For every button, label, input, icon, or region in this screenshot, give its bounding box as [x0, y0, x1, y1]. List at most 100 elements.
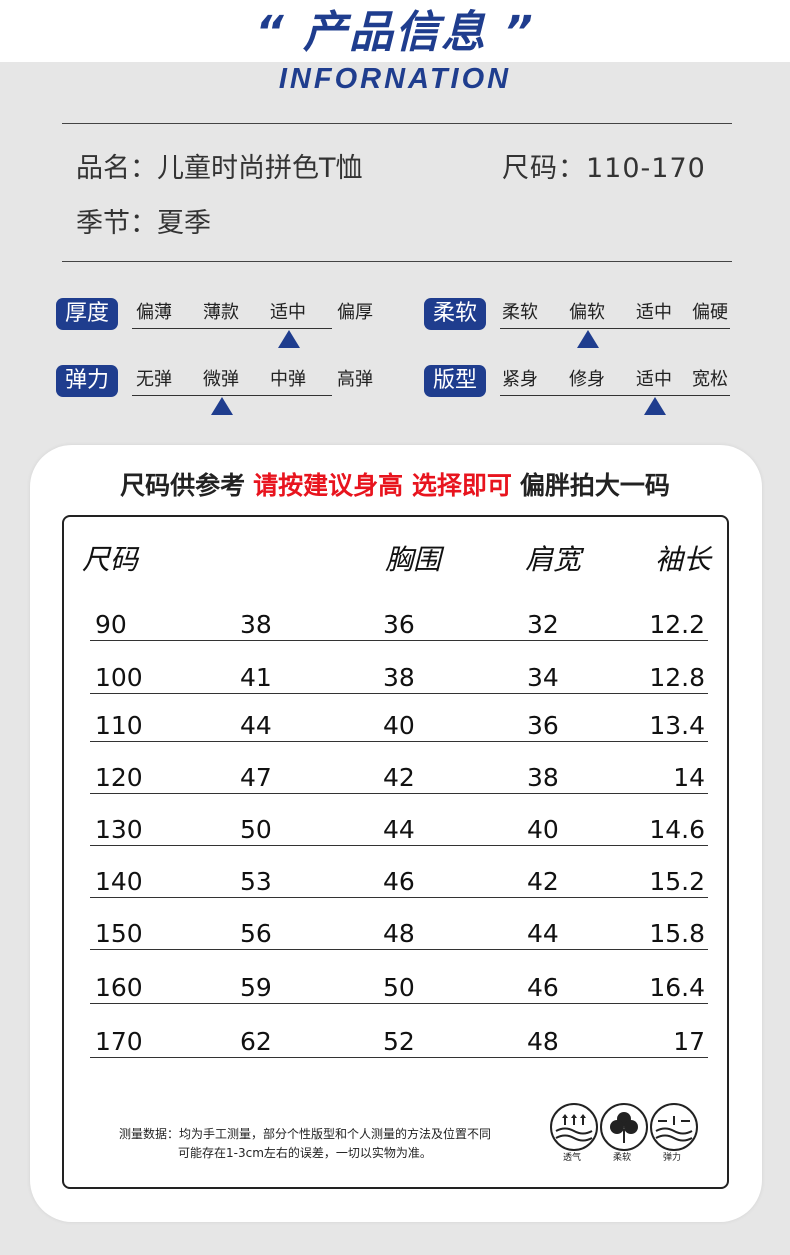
- table-cell: 17: [673, 1027, 705, 1056]
- footnote-line1: 测量数据：均为手工测量，部分个性版型和个人测量的方法及位置不同: [118, 1127, 491, 1141]
- table-cell: 62: [240, 1027, 272, 1056]
- table-cell: 50: [383, 973, 415, 1002]
- attribute-label: 柔软: [424, 298, 486, 330]
- attribute-option: 适中: [636, 369, 672, 390]
- attribute-label: 版型: [424, 365, 486, 397]
- table-cell: 14.6: [649, 815, 705, 844]
- attribute-scale: [132, 328, 332, 329]
- table-cell: 15.8: [649, 919, 705, 948]
- table-cell: 42: [383, 763, 415, 792]
- table-cell: 16.4: [649, 973, 705, 1002]
- attribute-option: 无弹: [136, 369, 172, 390]
- size-table: [62, 515, 729, 1189]
- table-cell: 34: [527, 663, 559, 692]
- table-cell: 130: [95, 815, 143, 844]
- attribute-option: 偏薄: [136, 302, 172, 323]
- table-cell: 110: [95, 711, 143, 740]
- attribute-scale: [132, 395, 332, 396]
- size-notice: 尺码供参考 请按建议身高 选择即可 偏胖拍大一码: [0, 470, 790, 502]
- attribute-scale: [500, 395, 730, 396]
- table-cell: 47: [240, 763, 272, 792]
- selected-marker-icon: [211, 397, 233, 415]
- footnote-line2: 可能存在1-3cm左右的误差，一切以实物为准。: [178, 1146, 432, 1160]
- header-shoulder: 肩宽: [525, 543, 582, 576]
- table-row: 90 38 36 32 12.2: [90, 610, 708, 641]
- table-cell: 38: [527, 763, 559, 792]
- attribute-option: 偏硬: [692, 302, 728, 323]
- page-subtitle: INFORNATION: [278, 63, 512, 95]
- attribute-option: 中弹: [270, 369, 306, 390]
- table-cell: 90: [95, 610, 127, 639]
- header-sleeve: 袖长: [655, 543, 712, 576]
- feature-label: 弹力: [662, 1153, 681, 1163]
- attribute-option: 适中: [270, 302, 306, 323]
- table-cell: 36: [527, 711, 559, 740]
- size-chart-card: [30, 445, 762, 1222]
- table-cell: 48: [383, 919, 415, 948]
- table-row: 170 62 52 48 17: [90, 1027, 708, 1058]
- selected-marker-icon: [577, 330, 599, 348]
- attribute-scale: [500, 328, 730, 329]
- attribute-option: 柔软: [502, 302, 538, 323]
- product-name: 品名：儿童时尚拼色T恤: [76, 153, 363, 184]
- table-cell: 12.8: [649, 663, 705, 692]
- table-cell: 42: [527, 867, 559, 896]
- breathable-icon: [550, 1103, 598, 1151]
- selected-marker-icon: [278, 330, 300, 348]
- page-title: “ 产品信息 ”: [255, 7, 535, 58]
- attribute-3: 版型 紧身 修身 适中 宽松: [424, 365, 744, 415]
- table-cell: 59: [240, 973, 272, 1002]
- table-cell: 36: [383, 610, 415, 639]
- attribute-1: 柔软 柔软 偏软 适中 偏硬: [424, 298, 744, 348]
- table-cell: 44: [383, 815, 415, 844]
- table-cell: 14: [673, 763, 705, 792]
- table-cell: 150: [95, 919, 143, 948]
- selected-marker-icon: [644, 397, 666, 415]
- attribute-option: 适中: [636, 302, 672, 323]
- attribute-option: 微弹: [203, 369, 239, 390]
- attribute-0: 厚度 偏薄 薄款 适中 偏厚: [56, 298, 376, 348]
- notice-right: 偏胖拍大一码: [519, 471, 670, 500]
- attribute-option: 薄款: [203, 302, 239, 323]
- elastic-icon: [650, 1103, 698, 1151]
- header-size: 尺码: [82, 543, 139, 576]
- table-cell: 140: [95, 867, 143, 896]
- table-cell: 48: [527, 1027, 559, 1056]
- product-season: 季节：夏季: [76, 208, 211, 239]
- product-size: 尺码：110-170: [502, 153, 706, 184]
- table-row: 100 41 38 34 12.8: [90, 663, 708, 694]
- attribute-option: 偏软: [569, 302, 605, 323]
- table-cell: 46: [383, 867, 415, 896]
- measurement-footnote: 测量数据：均为手工测量，部分个性版型和个人测量的方法及位置不同 可能存在1-3cm…: [95, 1125, 515, 1163]
- table-row: 150 56 48 44 15.8: [90, 919, 708, 950]
- header-chest: 胸围: [385, 543, 442, 576]
- table-cell: 40: [527, 815, 559, 844]
- table-cell: 13.4: [649, 711, 705, 740]
- table-cell: 38: [240, 610, 272, 639]
- attribute-option: 宽松: [692, 369, 728, 390]
- top-band: [0, 0, 790, 62]
- table-cell: 160: [95, 973, 143, 1002]
- soft-icon: [600, 1103, 648, 1151]
- table-cell: 53: [240, 867, 272, 896]
- table-cell: 170: [95, 1027, 143, 1056]
- table-cell: 50: [240, 815, 272, 844]
- table-cell: 44: [527, 919, 559, 948]
- table-cell: 38: [383, 663, 415, 692]
- notice-highlight: 请按建议身高 选择即可: [253, 471, 512, 500]
- table-cell: 15.2: [649, 867, 705, 896]
- attribute-option: 紧身: [502, 369, 538, 390]
- attribute-label: 弹力: [56, 365, 118, 397]
- attribute-option: 高弹: [337, 369, 373, 390]
- attribute-option: 偏厚: [337, 302, 373, 323]
- attribute-option: 修身: [569, 369, 605, 390]
- table-row: 160 59 50 46 16.4: [90, 973, 708, 1004]
- table-cell: 46: [527, 973, 559, 1002]
- feature-label: 透气: [562, 1153, 581, 1163]
- divider: [62, 123, 732, 124]
- table-row: 110 44 40 36 13.4: [90, 711, 708, 742]
- attribute-2: 弹力 无弹 微弹 中弹 高弹: [56, 365, 376, 415]
- feature-label: 柔软: [612, 1153, 631, 1163]
- table-row: 140 53 46 42 15.2: [90, 867, 708, 898]
- attribute-label: 厚度: [56, 298, 118, 330]
